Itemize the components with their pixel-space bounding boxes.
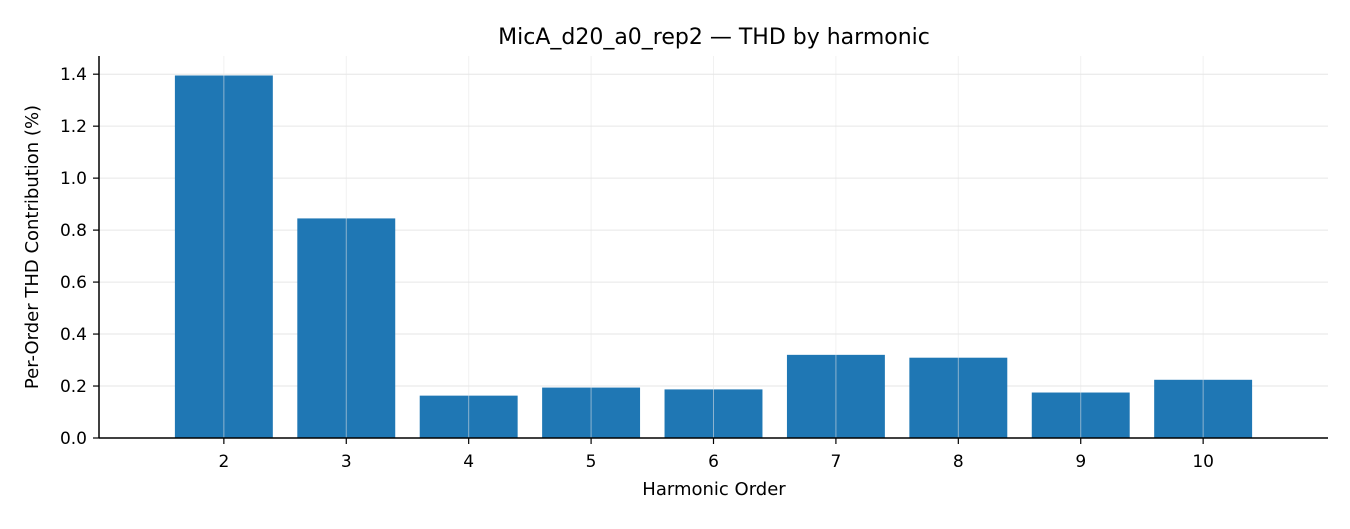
y-tick-label: 0.6 (60, 273, 87, 293)
x-tick-label: 10 (1192, 452, 1214, 472)
x-axis-label: Harmonic Order (642, 479, 786, 500)
x-tick-label: 5 (586, 452, 597, 472)
y-tick-label: 0.2 (60, 377, 87, 397)
x-tick-label: 9 (1075, 452, 1086, 472)
y-tick-label: 1.2 (60, 117, 87, 137)
y-tick-label: 0.4 (60, 325, 87, 345)
x-tick-label: 4 (463, 452, 474, 472)
x-tick-label: 3 (341, 452, 352, 472)
x-tick-label: 7 (830, 452, 841, 472)
tick-layer: 0.0 0.2 0.4 0.6 0.8 1.0 1.2 1.4 2 3 4 5 6 7 8 9 10 (60, 65, 1214, 472)
y-tick-label: 0.8 (60, 221, 87, 241)
y-axis-label: Per-Order THD Contribution (%) (22, 105, 43, 389)
x-tick-label: 8 (953, 452, 964, 472)
y-tick-label: 1.0 (60, 169, 87, 189)
chart-title: MicA_d20_a0_rep2 — THD by harmonic (498, 25, 930, 50)
y-tick-label: 0.0 (60, 429, 87, 449)
bar-layer (174, 56, 1253, 438)
y-tick-label: 1.4 (60, 65, 87, 85)
x-tick-label: 2 (218, 452, 229, 472)
x-tick-label: 6 (708, 452, 719, 472)
